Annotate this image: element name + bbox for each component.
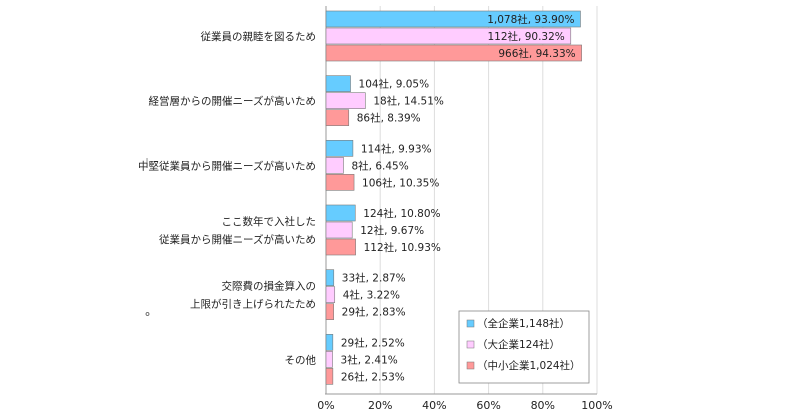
bar [325, 221, 353, 239]
category-label: 従業員の親睦を図るため [201, 30, 317, 43]
data-label: 18社, 14.51% [373, 95, 444, 108]
bar [325, 368, 334, 385]
bar [325, 157, 344, 174]
category-label: 交際費の損金算入の [222, 280, 317, 293]
x-tick-label: 0% [317, 399, 334, 410]
legend-swatch [466, 319, 475, 328]
data-label: 106社, 10.35% [362, 176, 439, 189]
legend-box [458, 310, 590, 384]
data-label: 3社, 2.41% [341, 353, 398, 366]
data-label: 124社, 10.80% [363, 207, 440, 220]
x-tick-label: 100% [581, 399, 612, 410]
bar [325, 27, 572, 45]
data-label: 86社, 8.39% [357, 112, 421, 125]
bar [325, 334, 334, 351]
x-tick-label: 40% [422, 399, 446, 410]
data-label: 112社, 90.32% [488, 30, 565, 43]
data-label: 12社, 9.67% [360, 224, 424, 237]
category-labels: 従業員の親睦を図るため経営層からの開催ニーズが高いため中堅従業員から開催ニーズが… [138, 30, 316, 366]
stray-dot [145, 312, 150, 316]
x-tick-label: 60% [476, 399, 500, 410]
category-label: 経営層からの開催ニーズが高いため [149, 95, 316, 108]
data-label: 26社, 2.53% [341, 370, 405, 383]
bar [325, 109, 350, 126]
data-label: 8社, 6.45% [351, 159, 408, 172]
bar [325, 174, 355, 191]
x-tick-label: 20% [368, 399, 392, 410]
legend-swatch [466, 340, 475, 349]
grid-lines [325, 6, 598, 395]
legend-label: （中小企業1,024社） [477, 359, 581, 372]
bar [325, 286, 336, 303]
data-label: 29社, 2.83% [342, 306, 406, 319]
data-label: 4社, 3.22% [343, 289, 400, 302]
category-label: ここ数年で入社した [222, 215, 317, 228]
data-label: 29社, 2.52% [341, 336, 405, 349]
bar [325, 140, 354, 157]
stray-mark: | [146, 158, 148, 165]
x-tick-label: 80% [531, 399, 555, 410]
bar [325, 92, 366, 109]
bar [325, 269, 335, 286]
legend: （全企業1,148社） （大企業124社） （中小企業1,024社） [458, 310, 590, 384]
bars: 1,078社, 93.90% 112社, 90.32% 966社, 94.33% 10… [325, 10, 582, 385]
data-label: 112社, 10.93% [364, 241, 441, 254]
data-label: 1,078社, 93.90% [487, 13, 574, 26]
bar [325, 303, 334, 320]
bar [325, 204, 356, 222]
bar [325, 10, 581, 28]
category-label: 従業員から開催ニーズが高いため [159, 233, 316, 246]
legend-label: （全企業1,148社） [477, 317, 570, 330]
legend-label: （大企業124社） [477, 338, 560, 351]
bar [325, 351, 333, 368]
data-label: 104社, 9.05% [359, 78, 430, 91]
category-label: 上限が引き上げられたため [190, 298, 316, 311]
data-label: 114社, 9.93% [361, 142, 432, 155]
category-label: その他 [285, 353, 317, 366]
bar [325, 44, 582, 62]
data-label: 966社, 94.33% [498, 47, 575, 60]
legend-swatch [466, 361, 475, 370]
bar [325, 238, 356, 256]
data-label: 33社, 2.87% [342, 272, 406, 285]
bar [325, 75, 351, 92]
x-tick-labels: 0% 20% 40% 60% 80% 100% [317, 399, 612, 410]
category-label: 中堅従業員から開催ニーズが高いため [138, 159, 316, 172]
